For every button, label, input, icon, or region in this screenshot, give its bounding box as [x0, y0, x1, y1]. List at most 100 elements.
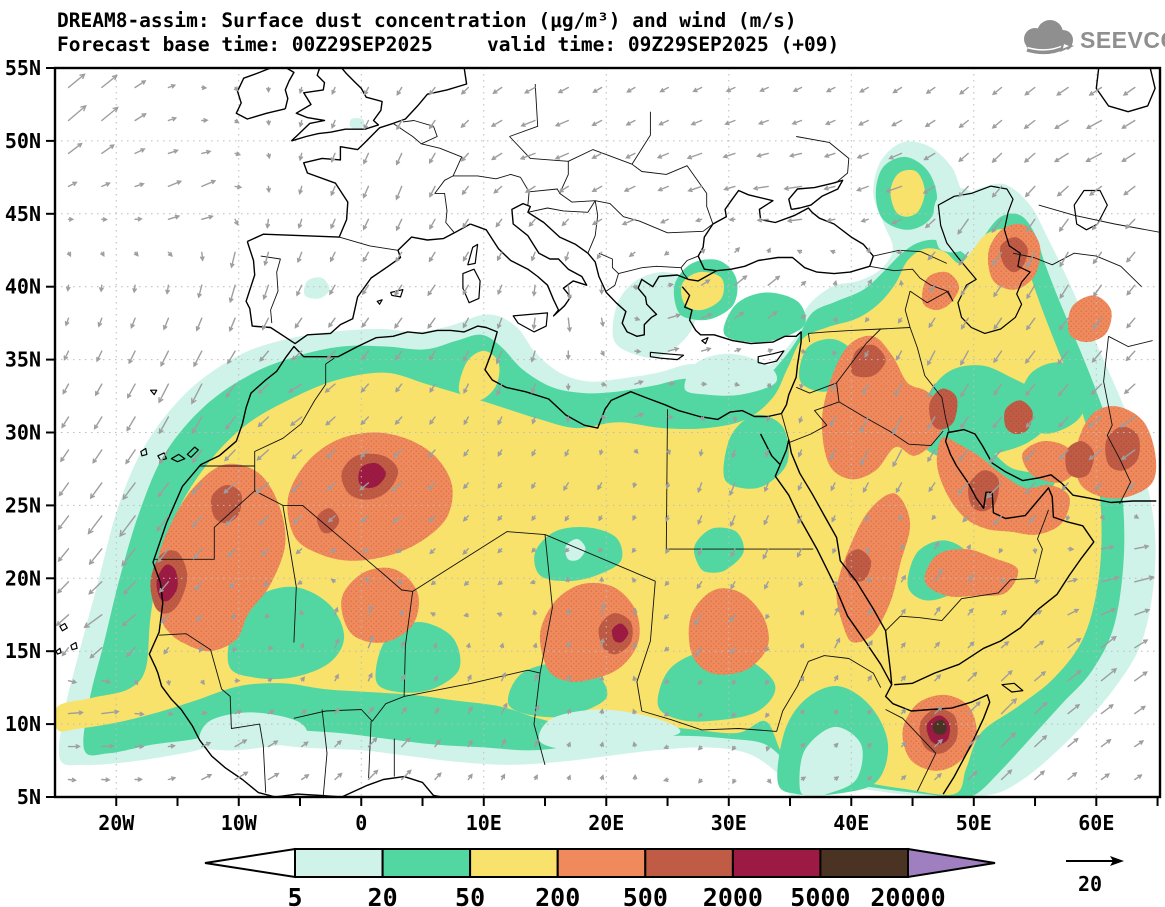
- wind-arrow: [167, 149, 179, 155]
- lon-label-20W: 20W: [98, 811, 135, 835]
- wind-arrow: [900, 608, 906, 616]
- wind-arrow: [520, 119, 536, 127]
- wind-arrow: [428, 449, 436, 458]
- wind-arrow: [993, 383, 1003, 396]
- wind-arrow: [862, 383, 869, 395]
- wind-arrow: [394, 416, 403, 426]
- country-border: [539, 534, 553, 674]
- wind-arrow: [121, 548, 136, 567]
- wind-arrow: [429, 218, 436, 230]
- coastline: [779, 439, 893, 685]
- wind-arrow: [1120, 449, 1136, 461]
- wind-arrow: [156, 515, 170, 532]
- wind-arrow: [958, 449, 969, 463]
- country-border: [404, 669, 541, 697]
- wind-arrow: [798, 416, 803, 424]
- wind-arrow: [466, 642, 471, 649]
- wind-arrow: [395, 251, 403, 263]
- wind-arrow: [927, 350, 936, 366]
- wind-arrow: [692, 86, 703, 93]
- wind-arrow: [665, 548, 670, 555]
- wind-arrow: [529, 579, 536, 585]
- wind-arrow: [599, 284, 604, 295]
- wind-arrow: [428, 251, 436, 263]
- wind-arrow: [959, 86, 969, 95]
- island-coastline: [512, 312, 549, 333]
- wind-arrow: [93, 416, 103, 430]
- wind-arrow: [463, 350, 469, 362]
- wind-arrow: [126, 416, 136, 432]
- wind-arrow: [697, 515, 703, 526]
- wind-arrow: [67, 217, 75, 222]
- wind-arrow: [133, 679, 139, 686]
- wind-arrow: [864, 317, 870, 323]
- wind-arrow: [993, 350, 1003, 364]
- wind-arrow: [394, 317, 403, 329]
- wind-arrow: [1123, 185, 1136, 196]
- wind-arrow: [824, 119, 836, 126]
- wind-arrow: [460, 119, 469, 129]
- country-border: [788, 382, 840, 444]
- lat-label-10N: 10N: [5, 712, 41, 736]
- wind-arrow: [1000, 769, 1013, 781]
- dust-region-stipple-maroon-chad: [611, 623, 629, 643]
- wind-arrow: [324, 383, 336, 393]
- wind-arrow: [463, 612, 469, 618]
- wind-arrow: [765, 646, 770, 653]
- wind-arrow: [499, 642, 505, 649]
- cloud-icon: [1024, 20, 1074, 56]
- wind-arrow: [565, 383, 571, 391]
- wind-arrow: [359, 482, 370, 491]
- wind-arrow: [967, 770, 978, 781]
- wind-arrow: [56, 581, 70, 594]
- lon-label-20E: 20E: [588, 811, 624, 835]
- wind-arrow: [1134, 774, 1143, 781]
- wind-arrow: [621, 218, 636, 226]
- wind-arrow: [301, 741, 309, 748]
- wind-arrow: [927, 449, 936, 463]
- wind-arrow: [690, 119, 703, 126]
- dust-region-pale-caspian-n: [933, 187, 982, 253]
- wind-arrow: [334, 606, 339, 616]
- wind-arrow: [566, 607, 571, 616]
- wind-arrow: [127, 383, 136, 399]
- colorbar-above-arrow: [907, 847, 996, 879]
- wind-arrow: [1058, 317, 1069, 331]
- wind-arrow: [254, 482, 270, 495]
- wind-arrow: [599, 449, 604, 456]
- wind-arrow: [462, 515, 469, 522]
- wind-arrow: [628, 251, 636, 258]
- wind-arrow: [632, 284, 638, 291]
- wind-arrow: [833, 674, 839, 682]
- wind-arrow: [1091, 218, 1103, 231]
- wind-arrow: [401, 769, 412, 781]
- wind-arrow: [394, 284, 403, 297]
- wind-arrow: [362, 185, 370, 199]
- wind-arrow: [1034, 671, 1047, 682]
- wind-arrow: [533, 774, 538, 781]
- wind-arrow: [101, 743, 115, 749]
- wind-arrow: [766, 778, 772, 784]
- wind-arrow: [89, 482, 103, 500]
- dust-region-dip-anatolia: [723, 292, 806, 343]
- wind-arrow: [167, 776, 177, 781]
- country-border: [631, 163, 714, 225]
- wind-arrow: [960, 284, 969, 296]
- colorbar-segment-2000: [731, 848, 822, 878]
- wind-arrow: [667, 313, 682, 319]
- wind-arrow: [825, 86, 836, 93]
- wind-arrow: [434, 707, 440, 715]
- wind-arrow: [867, 278, 872, 286]
- wind-arrow: [367, 737, 378, 748]
- wind-arrow: [531, 482, 536, 490]
- wind-arrow: [700, 416, 705, 422]
- wind-arrow: [663, 711, 669, 717]
- colorbar-label-5: 5: [287, 883, 302, 907]
- wind-arrow: [1067, 578, 1079, 583]
- island-coastline: [186, 446, 199, 458]
- wind-arrow: [429, 383, 436, 393]
- wind-arrow: [885, 185, 903, 193]
- country-border: [402, 120, 438, 145]
- wind-arrow: [967, 701, 981, 715]
